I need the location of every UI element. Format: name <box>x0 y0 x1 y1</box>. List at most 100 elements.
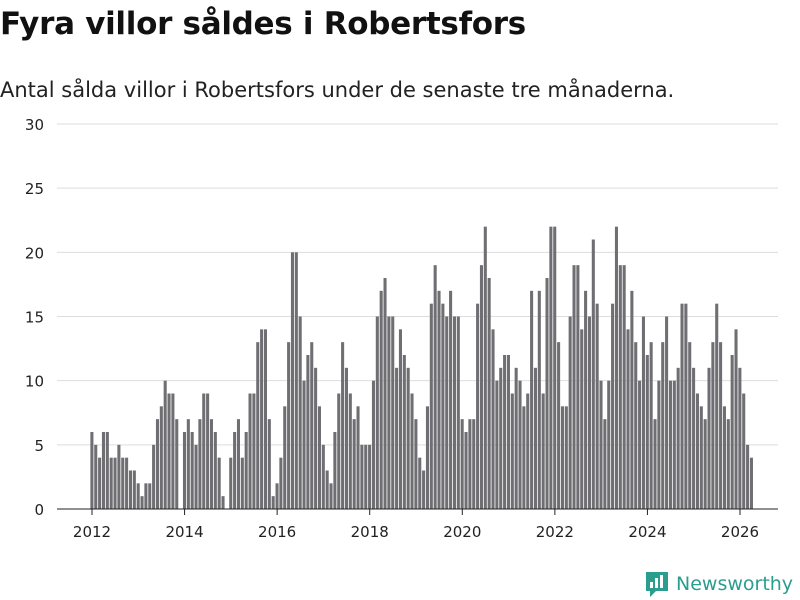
bar <box>217 457 221 509</box>
bar <box>479 265 483 509</box>
bar <box>487 278 491 509</box>
bar <box>491 329 495 509</box>
data-label: 4 <box>751 0 761 4</box>
bar <box>414 419 418 509</box>
bar <box>144 483 148 509</box>
bar <box>310 342 314 509</box>
bar <box>383 278 387 509</box>
bar <box>611 303 615 509</box>
bar <box>676 367 680 509</box>
bar <box>472 419 476 509</box>
bar-series <box>90 226 753 510</box>
bar <box>202 393 206 509</box>
x-tick-label: 2014 <box>165 523 203 541</box>
bar <box>356 406 360 509</box>
bar <box>167 393 171 509</box>
bar <box>229 457 233 509</box>
bar <box>290 252 294 509</box>
brand-name: Newsworthy <box>676 573 794 595</box>
x-axis-ticks: 2012 2014 2016 2018 2020 2022 2024 2026 <box>73 509 759 541</box>
bar <box>495 380 499 509</box>
bar <box>672 380 676 509</box>
bar <box>711 342 715 509</box>
bar <box>333 432 337 509</box>
bar <box>580 329 584 509</box>
bar <box>665 316 669 509</box>
y-tick-label: 30 <box>25 116 44 134</box>
x-tick-label: 2018 <box>351 523 389 541</box>
bar <box>240 457 244 509</box>
bar <box>298 316 302 509</box>
bar <box>653 419 657 509</box>
bar <box>283 406 287 509</box>
bar <box>584 290 588 509</box>
bar <box>329 483 333 509</box>
bar <box>680 303 684 509</box>
bar <box>418 457 422 509</box>
bar <box>163 380 167 509</box>
bar <box>603 419 607 509</box>
bar <box>449 290 453 509</box>
bar <box>198 419 202 509</box>
bar-chart: 0 5 10 15 20 25 30 2012 2014 2016 2018 2020 2022 202… <box>25 0 778 541</box>
bar <box>503 355 507 509</box>
bar <box>410 393 414 509</box>
bar <box>287 342 291 509</box>
bar <box>749 457 753 509</box>
bar <box>560 406 564 509</box>
bar <box>692 367 696 509</box>
x-tick-label: 2024 <box>628 523 666 541</box>
bar <box>206 393 210 509</box>
bar <box>279 457 283 509</box>
bar <box>302 380 306 509</box>
bar <box>175 419 179 509</box>
bar <box>452 316 456 509</box>
bar <box>657 380 661 509</box>
bar <box>695 393 699 509</box>
bar <box>314 367 318 509</box>
bar <box>140 496 144 509</box>
bar <box>734 329 738 509</box>
bar <box>437 290 441 509</box>
bar <box>136 483 140 509</box>
bar <box>526 393 530 509</box>
bar <box>684 303 688 509</box>
bar <box>742 393 746 509</box>
bar <box>645 355 649 509</box>
bar <box>719 342 723 509</box>
bar <box>456 316 460 509</box>
bar <box>391 316 395 509</box>
bar <box>715 303 719 509</box>
bar <box>425 406 429 509</box>
chart-subtitle: Antal sålda villor i Robertsfors under d… <box>0 78 675 102</box>
bar <box>209 419 213 509</box>
bar <box>541 393 545 509</box>
bar <box>387 316 391 509</box>
bar <box>148 483 152 509</box>
newsworthy-logo-icon <box>646 572 668 597</box>
bar <box>125 457 129 509</box>
bar <box>564 406 568 509</box>
x-tick-label: 2016 <box>258 523 296 541</box>
bar <box>368 444 372 509</box>
bar <box>441 303 445 509</box>
bar <box>155 419 159 509</box>
bar <box>630 290 634 509</box>
bar <box>634 342 638 509</box>
bar <box>722 406 726 509</box>
bar <box>344 367 348 509</box>
x-tick-label: 2022 <box>536 523 574 541</box>
bar <box>668 380 672 509</box>
bar <box>622 265 626 509</box>
bar <box>514 367 518 509</box>
bar <box>159 406 163 509</box>
bar <box>703 419 707 509</box>
bar <box>171 393 175 509</box>
bar <box>252 393 256 509</box>
bar <box>599 380 603 509</box>
bar <box>746 444 750 509</box>
bar <box>352 419 356 509</box>
bar <box>317 406 321 509</box>
bar <box>576 265 580 509</box>
bar <box>688 342 692 509</box>
